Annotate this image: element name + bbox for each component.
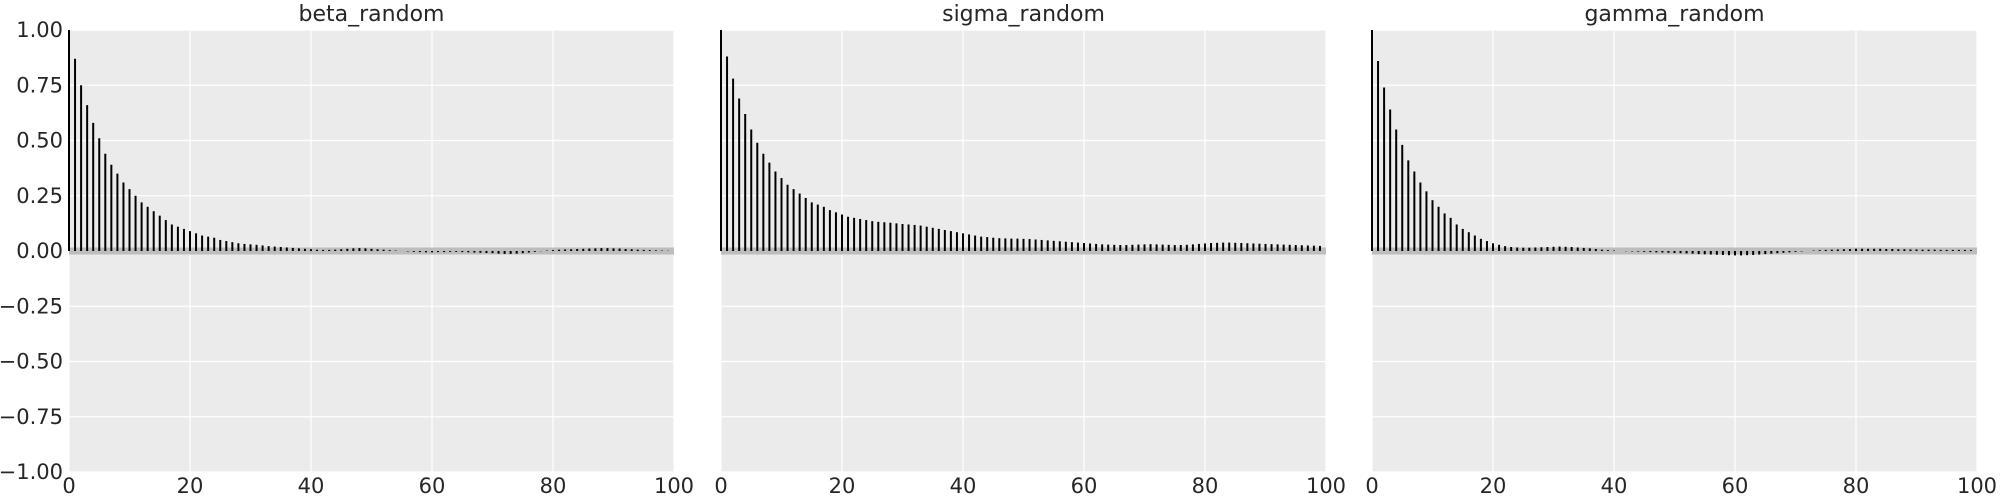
x-tick-label: 60 (1722, 474, 1749, 498)
y-tick-label: −0.50 (0, 350, 63, 374)
x-tick-label: 100 (1306, 474, 1346, 498)
x-tick-label: 60 (1071, 474, 1098, 498)
x-tick-label: 60 (419, 474, 446, 498)
acf-panel-2: 0 20 40 60 80 100 sigma_random (714, 2, 1346, 498)
y-tick-label: −0.25 (0, 294, 63, 318)
x-tick-label: 80 (1843, 474, 1870, 498)
x-tick-label: 40 (1601, 474, 1628, 498)
chart-title: sigma_random (942, 2, 1105, 27)
y-tick-label: 0.75 (16, 73, 63, 97)
x-tick-label: 20 (177, 474, 204, 498)
x-tick-label: 20 (1480, 474, 1507, 498)
y-tick-label: 0.25 (16, 184, 63, 208)
x-tick-label: 20 (829, 474, 856, 498)
chart-title: gamma_random (1584, 2, 1764, 27)
y-tick-label: 0.50 (16, 129, 63, 153)
x-tick-label: 40 (298, 474, 325, 498)
x-tick-label: 80 (540, 474, 567, 498)
acf-panel-1: 0 20 40 60 80 100 1.00 0.75 0.50 0.25 0.00 −0.25 −0.… (0, 2, 694, 498)
x-tick-label: 80 (1192, 474, 1219, 498)
y-tick-label: 0.00 (16, 239, 63, 263)
y-tick-label: −1.00 (0, 460, 63, 484)
x-tick-label: 0 (714, 474, 727, 498)
x-tick-label: 40 (950, 474, 977, 498)
x-tick-label: 0 (62, 474, 75, 498)
y-tick-label: 1.00 (16, 18, 63, 42)
y-tick-label: −0.75 (0, 405, 63, 429)
acf-panel-3: 0 20 40 60 80 100 gamma_random (1365, 2, 1997, 498)
x-tick-label: 0 (1365, 474, 1378, 498)
chart-title: beta_random (299, 2, 445, 27)
x-tick-label: 100 (654, 474, 694, 498)
x-tick-label: 100 (1957, 474, 1997, 498)
